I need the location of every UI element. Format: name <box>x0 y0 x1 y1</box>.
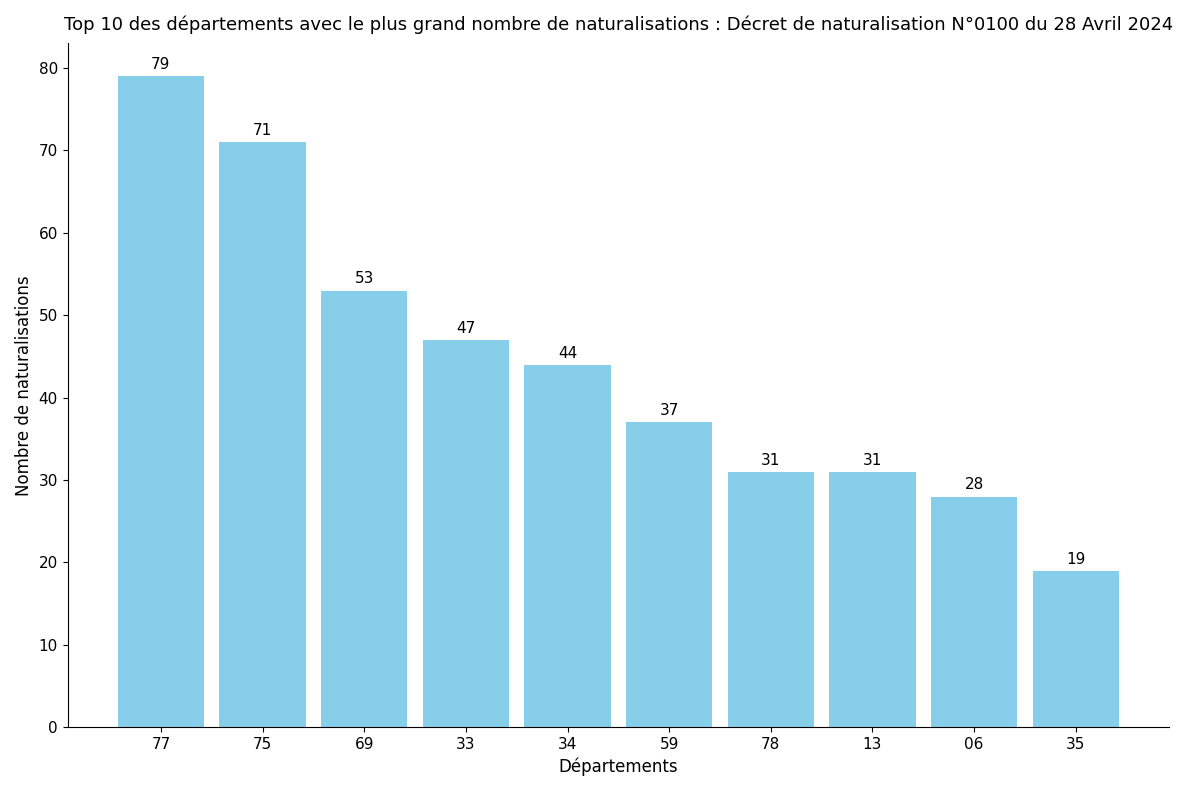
Bar <box>321 290 407 727</box>
Text: 47: 47 <box>456 321 476 336</box>
Bar <box>626 422 713 727</box>
Text: 28: 28 <box>965 478 984 493</box>
Bar <box>829 471 915 727</box>
X-axis label: Départements: Départements <box>559 758 678 776</box>
Bar <box>117 77 204 727</box>
Text: 37: 37 <box>659 403 678 418</box>
Bar <box>931 497 1017 727</box>
Title: Top 10 des départements avec le plus grand nombre de naturalisations : Décret de: Top 10 des départements avec le plus gra… <box>64 15 1173 33</box>
Y-axis label: Nombre de naturalisations: Nombre de naturalisations <box>15 275 33 496</box>
Text: 79: 79 <box>152 57 170 72</box>
Bar <box>219 142 305 727</box>
Bar <box>1032 570 1119 727</box>
Text: 44: 44 <box>558 346 577 361</box>
Bar <box>423 340 509 727</box>
Text: 31: 31 <box>863 452 882 467</box>
Text: 53: 53 <box>354 271 374 286</box>
Text: 19: 19 <box>1066 551 1086 566</box>
Text: 31: 31 <box>761 452 780 467</box>
Bar <box>728 471 813 727</box>
Bar <box>525 365 611 727</box>
Text: 71: 71 <box>253 123 272 138</box>
